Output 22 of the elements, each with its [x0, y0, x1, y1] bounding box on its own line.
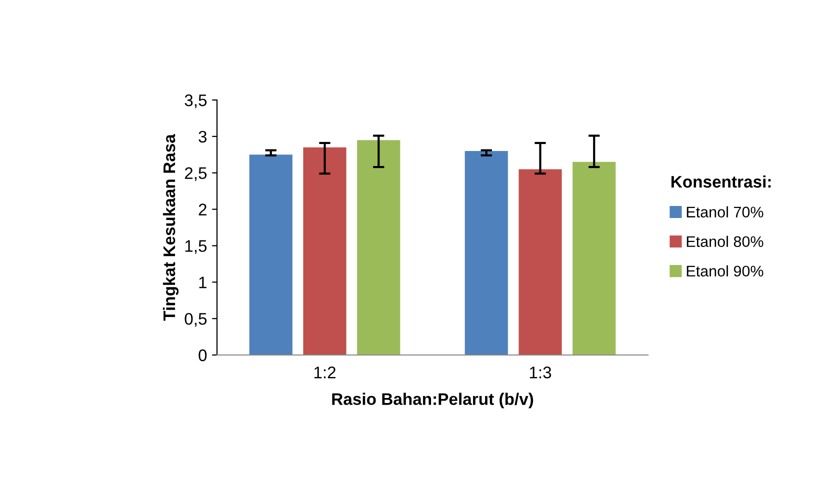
- x-axis-title: Rasio Bahan:Pelarut (b/v): [332, 392, 534, 408]
- bar: [572, 162, 616, 355]
- legend-label: Etanol 90%: [686, 265, 764, 277]
- y-axis-title: Tingkat Kesukaan Rasa: [162, 134, 179, 321]
- y-tick-label: 2: [198, 204, 206, 216]
- legend-label: Etanol 80%: [686, 236, 764, 248]
- bar: [357, 140, 400, 355]
- bar: [303, 147, 346, 355]
- bar: [518, 169, 562, 355]
- bar: [249, 154, 292, 355]
- x-tick-label: 1:2: [314, 366, 336, 378]
- y-tick-label: 1: [199, 276, 206, 288]
- y-tick-label: 1,5: [185, 240, 207, 254]
- y-tick-label: 2,5: [184, 167, 207, 182]
- y-tick-label: 3,5: [184, 94, 207, 108]
- y-tick-label: 0,5: [184, 312, 207, 327]
- legend-title: Konsentrasi:: [671, 175, 771, 188]
- y-tick-label: 0: [198, 349, 207, 362]
- x-tick-label: 1:3: [530, 366, 552, 378]
- bar: [464, 151, 508, 355]
- legend-label: Etanol 70%: [686, 206, 764, 218]
- y-tick-label: 3: [198, 130, 207, 143]
